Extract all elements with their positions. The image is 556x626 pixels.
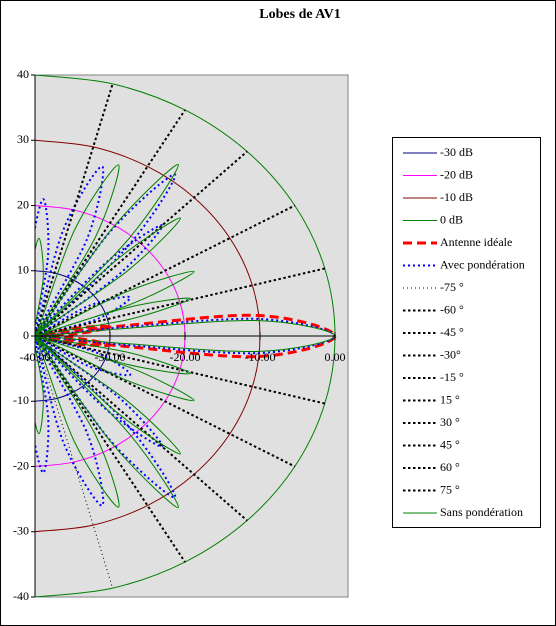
legend-label: 15 ° (440, 392, 460, 406)
y-tick-label: 10 (17, 263, 29, 277)
y-tick-label: -10 (13, 393, 29, 407)
y-tick-label: -20 (13, 458, 29, 472)
y-tick-label: 40 (17, 67, 29, 81)
legend-label: -75 ° (440, 280, 464, 294)
legend-label: 75 ° (440, 482, 460, 496)
legend-label: 0 dB (440, 212, 463, 226)
series-line (35, 335, 296, 468)
y-tick-label: 30 (17, 132, 29, 146)
x-tick-label: -20.00 (170, 350, 201, 364)
series-line (35, 83, 114, 337)
x-tick-label: 0.00 (325, 350, 346, 364)
legend-label: -45 ° (440, 325, 464, 339)
x-tick-label: -10.00 (245, 350, 276, 364)
legend (392, 137, 541, 528)
series-line (35, 335, 248, 522)
legend-label: Antenne idéale (440, 235, 512, 249)
legend-label: -60 ° (440, 302, 464, 316)
y-tick-label: -30 (13, 524, 29, 538)
legend-label: -30° (440, 347, 461, 361)
y-tick-label: -40 (13, 589, 29, 603)
series-line (35, 204, 296, 337)
y-tick-label: 0 (23, 328, 29, 342)
legend-label: Sans pondération (440, 505, 523, 519)
legend-label: 45 ° (440, 437, 460, 451)
legend-label: -30 dB (440, 145, 473, 159)
legend-label: 60 ° (440, 460, 460, 474)
legend-label: 30 ° (440, 415, 460, 429)
legend-label: -20 dB (440, 167, 473, 181)
series-line (35, 335, 186, 563)
x-tick-label: -40.00 (20, 350, 51, 364)
legend-label: -10 dB (440, 190, 473, 204)
y-tick-label: 20 (17, 197, 29, 211)
legend-label: Avec pondération (440, 257, 525, 271)
series-line (35, 150, 248, 337)
series-line (35, 109, 186, 337)
axes: 40 30 20 10 0 -10 -20 -30 -40 -40.00 -30.00 -20.00 -… (13, 67, 346, 603)
x-tick-label: -30.00 (95, 350, 126, 364)
legend-label: -15 ° (440, 370, 464, 384)
chart-title: Lobes de AV1 (259, 7, 340, 22)
legend-entries: -30 dB -20 dB -10 dB 0 dB Antenne idéale Avec… (403, 145, 525, 519)
